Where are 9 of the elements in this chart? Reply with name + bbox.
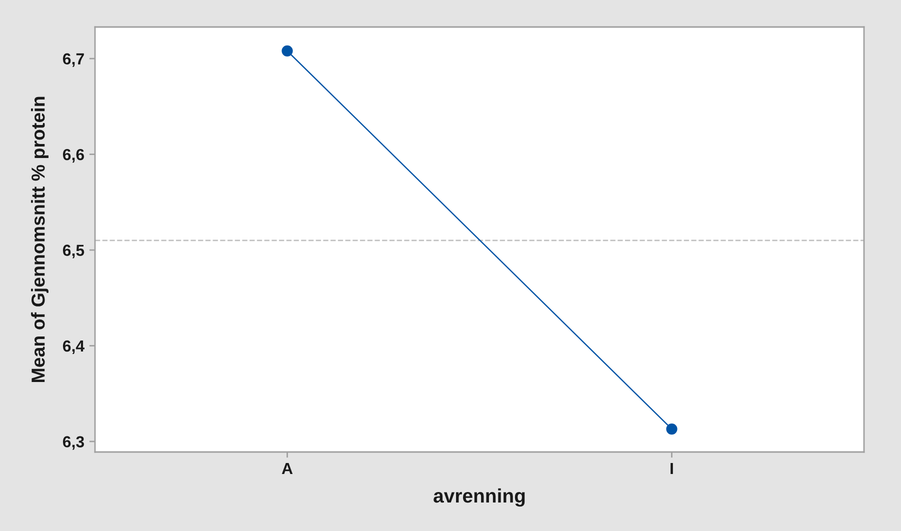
y-axis-title: Mean of Gjennomsnitt % protein	[31, 96, 48, 382]
y-tick-label: 6,6	[62, 148, 84, 163]
x-tick-label: I	[670, 463, 673, 474]
x-tick-label: A	[282, 463, 293, 474]
y-tick-label: 6,5	[62, 244, 84, 258]
x-axis-title: avrenning	[434, 488, 525, 507]
y-tick-label: 6,4	[62, 340, 84, 354]
y-tick-label: 6,7	[62, 53, 84, 67]
y-tick-label: 6,3	[62, 436, 84, 450]
